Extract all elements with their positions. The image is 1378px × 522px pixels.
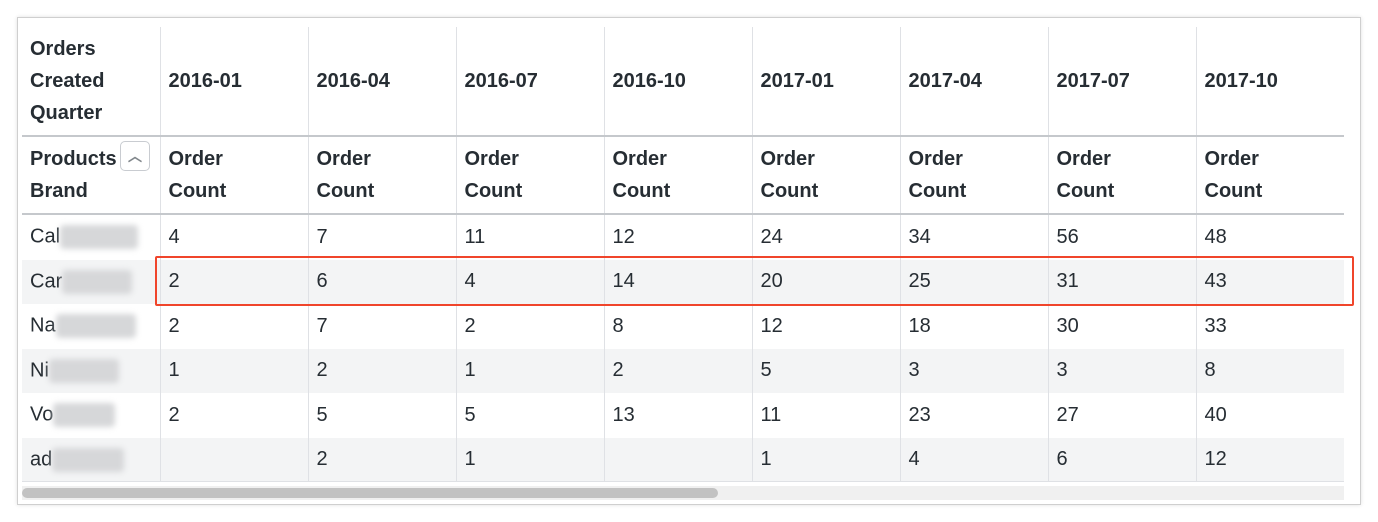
table-bottom-divider bbox=[22, 481, 1344, 482]
chevron-up-icon: ︿ bbox=[128, 148, 142, 164]
order-count-cell: 5 bbox=[455, 393, 604, 438]
table-row: ad 2 1 1 4 6 12 bbox=[22, 437, 1344, 482]
brand-name: Ni bbox=[30, 359, 49, 382]
row-dimension-header[interactable]: Products Brand ︿ bbox=[22, 136, 160, 215]
order-count-cell: 6 bbox=[307, 259, 456, 304]
table-row: Na 2 7 2 8 12 18 30 33 bbox=[22, 304, 1344, 349]
order-count-cell: 11 bbox=[455, 214, 604, 260]
order-count-cell: 40 bbox=[1195, 393, 1344, 438]
order-count-cell: 5 bbox=[751, 348, 900, 393]
redacted-text bbox=[55, 314, 136, 339]
brand-name: Vo bbox=[30, 403, 54, 426]
table-row: Ni 1 2 1 2 5 3 3 8 bbox=[22, 348, 1344, 393]
order-count-cell: 4 bbox=[899, 437, 1048, 482]
order-count-cell: 33 bbox=[1195, 304, 1344, 349]
order-count-cell: 24 bbox=[751, 214, 900, 260]
table-row: Cal 4 7 11 12 24 34 56 48 bbox=[22, 214, 1344, 260]
order-count-cell: 12 bbox=[1195, 437, 1344, 482]
order-count-cell: 2 bbox=[159, 259, 308, 304]
brand-cell[interactable]: Na bbox=[22, 304, 160, 349]
sort-ascending-button[interactable]: ︿ bbox=[120, 141, 150, 171]
order-count-cell: 43 bbox=[1195, 259, 1344, 304]
column-header-2017-07[interactable]: 2017-07 bbox=[1047, 27, 1196, 137]
column-header-2016-07[interactable]: 2016-07 bbox=[455, 27, 604, 137]
redacted-text bbox=[60, 225, 139, 250]
measure-header[interactable]: Order Count bbox=[751, 136, 900, 215]
order-count-cell: 30 bbox=[1047, 304, 1196, 349]
order-count-cell: 12 bbox=[751, 304, 900, 349]
brand-name: Cal bbox=[30, 225, 61, 248]
order-count-cell: 2 bbox=[307, 437, 456, 482]
scrollbar-thumb[interactable] bbox=[22, 488, 718, 498]
pivot-table: Orders Created Quarter 2016-01 2016-04 201… bbox=[22, 27, 1344, 482]
order-count-cell: 8 bbox=[1195, 348, 1344, 393]
redacted-text bbox=[62, 269, 133, 294]
order-count-cell: 48 bbox=[1195, 214, 1344, 260]
measure-header[interactable]: Order Count bbox=[603, 136, 752, 215]
measure-header[interactable]: Order Count bbox=[455, 136, 604, 215]
order-count-cell: 2 bbox=[307, 348, 456, 393]
horizontal-scrollbar[interactable] bbox=[22, 486, 1344, 500]
order-count-cell: 8 bbox=[603, 304, 752, 349]
table-row: Vo 2 5 5 13 11 23 27 40 bbox=[22, 393, 1344, 438]
order-count-cell: 1 bbox=[455, 348, 604, 393]
redacted-text bbox=[52, 447, 125, 472]
measure-header[interactable]: Order Count bbox=[1047, 136, 1196, 215]
order-count-cell: 13 bbox=[603, 393, 752, 438]
table-row: Car 2 6 4 14 20 25 31 43 bbox=[22, 259, 1344, 304]
order-count-cell: 4 bbox=[455, 259, 604, 304]
order-count-cell: 56 bbox=[1047, 214, 1196, 260]
order-count-cell: 1 bbox=[455, 437, 604, 482]
measure-header[interactable]: Order Count bbox=[307, 136, 456, 215]
order-count-cell: 25 bbox=[899, 259, 1048, 304]
row-dimension-label: Products Brand bbox=[30, 148, 117, 202]
order-count-cell: 2 bbox=[159, 393, 308, 438]
brand-name: Na bbox=[30, 314, 56, 337]
column-header-2016-01[interactable]: 2016-01 bbox=[159, 27, 308, 137]
pivot-dimension-header[interactable]: Orders Created Quarter bbox=[22, 27, 160, 137]
order-count-cell: 18 bbox=[899, 304, 1048, 349]
measure-header[interactable]: Order Count bbox=[1195, 136, 1344, 215]
order-count-cell: 12 bbox=[603, 214, 752, 260]
order-count-cell: 14 bbox=[603, 259, 752, 304]
column-header-2016-10[interactable]: 2016-10 bbox=[603, 27, 752, 137]
brand-cell[interactable]: ad bbox=[22, 437, 160, 482]
column-header-2017-01[interactable]: 2017-01 bbox=[751, 27, 900, 137]
order-count-cell: 3 bbox=[899, 348, 1048, 393]
order-count-cell: 5 bbox=[307, 393, 456, 438]
order-count-cell: 34 bbox=[899, 214, 1048, 260]
order-count-cell: 7 bbox=[307, 304, 456, 349]
order-count-cell bbox=[603, 437, 752, 482]
order-count-cell: 1 bbox=[159, 348, 308, 393]
measure-header[interactable]: Order Count bbox=[159, 136, 308, 215]
brand-name: ad bbox=[30, 448, 53, 471]
order-count-cell: 31 bbox=[1047, 259, 1196, 304]
redacted-text bbox=[53, 403, 116, 428]
column-header-2017-04[interactable]: 2017-04 bbox=[899, 27, 1048, 137]
order-count-cell: 6 bbox=[1047, 437, 1196, 482]
order-count-cell: 27 bbox=[1047, 393, 1196, 438]
order-count-cell: 2 bbox=[455, 304, 604, 349]
order-count-cell: 2 bbox=[159, 304, 308, 349]
order-count-cell: 4 bbox=[159, 214, 308, 260]
brand-cell[interactable]: Vo bbox=[22, 393, 160, 438]
brand-name: Car bbox=[30, 270, 63, 293]
order-count-cell: 23 bbox=[899, 393, 1048, 438]
column-header-2016-04[interactable]: 2016-04 bbox=[307, 27, 456, 137]
brand-cell[interactable]: Car bbox=[22, 259, 160, 304]
order-count-cell: 3 bbox=[1047, 348, 1196, 393]
brand-cell[interactable]: Cal bbox=[22, 214, 160, 260]
order-count-cell: 7 bbox=[307, 214, 456, 260]
order-count-cell: 11 bbox=[751, 393, 900, 438]
redacted-text bbox=[48, 358, 119, 383]
order-count-cell bbox=[159, 437, 308, 482]
brand-cell[interactable]: Ni bbox=[22, 348, 160, 393]
order-count-cell: 20 bbox=[751, 259, 900, 304]
order-count-cell: 1 bbox=[751, 437, 900, 482]
order-count-cell: 2 bbox=[603, 348, 752, 393]
column-header-2017-10[interactable]: 2017-10 bbox=[1195, 27, 1344, 137]
measure-header[interactable]: Order Count bbox=[899, 136, 1048, 215]
